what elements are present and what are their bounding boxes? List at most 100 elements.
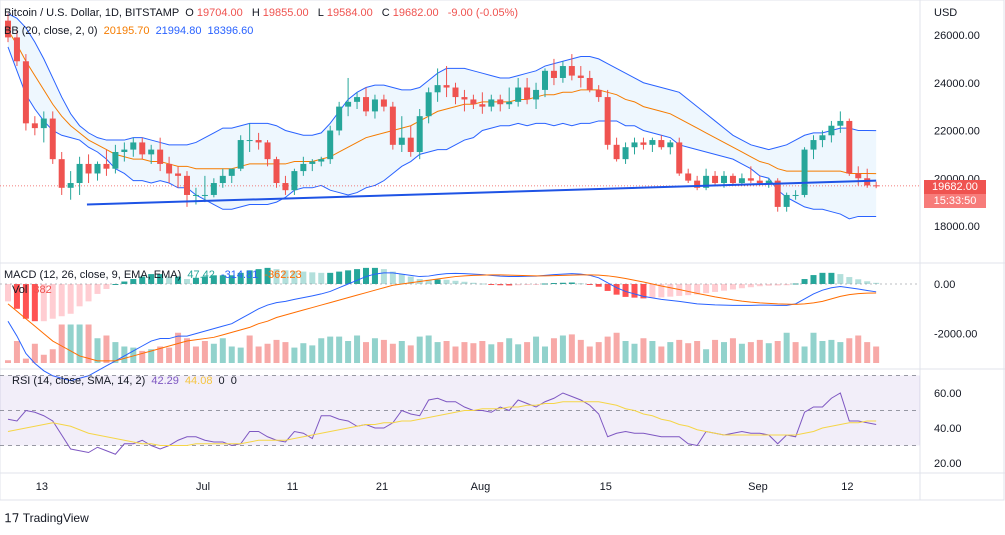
macd-histogram-bar [94, 284, 101, 294]
volume-bar [85, 324, 92, 363]
candle-body [747, 178, 754, 181]
candle-body [721, 175, 727, 184]
volume-bar [255, 346, 262, 363]
candle-body [264, 142, 271, 160]
volume-bar [76, 324, 83, 363]
macd-histogram-bar [810, 275, 817, 284]
candle-body [389, 106, 396, 145]
candle-body [506, 101, 513, 105]
volume-bar [380, 339, 387, 363]
candle-body [622, 147, 629, 160]
rsi-line [7, 392, 877, 455]
price-tick-label: 24000.00 [934, 78, 980, 90]
rsi-extra-b: 0 [230, 375, 237, 387]
bb-basis-value: 20195.70 [103, 25, 150, 37]
macd-histogram-bar [5, 284, 11, 302]
macd-histogram-bar [103, 284, 110, 289]
macd-histogram-bar [622, 284, 629, 297]
volume-legend[interactable]: Vol 382 [12, 283, 55, 297]
macd-histogram-bar [407, 276, 414, 284]
macd-histogram-bar [479, 283, 486, 285]
macd-histogram-bar [139, 276, 146, 284]
macd-histogram-bar [49, 284, 56, 319]
candle-body [201, 194, 208, 196]
volume-bar [631, 343, 638, 363]
rsi-tick-label: 60.00 [934, 388, 962, 400]
candle-body [846, 120, 853, 174]
candle-body [237, 140, 244, 169]
volume-bar [103, 335, 110, 363]
close-label: C [381, 7, 390, 19]
macd-histogram-bar [246, 270, 253, 284]
candle-body [76, 163, 83, 184]
volume-bar [622, 341, 629, 363]
volume-series [5, 324, 880, 363]
bb-upper-value: 21994.80 [155, 25, 202, 37]
volume-bar [559, 335, 566, 363]
macd-histogram-bar [667, 284, 674, 297]
candle-body [291, 171, 298, 191]
macd-histogram-bar [166, 276, 173, 284]
candle-body [586, 77, 593, 90]
macd-histogram-bar [533, 284, 540, 285]
candle-body [49, 118, 56, 160]
volume-bar [855, 335, 862, 363]
symbol-name: Bitcoin / U.S. Dollar, 1D, BITSTAMP [4, 7, 180, 19]
candle-body [837, 120, 844, 126]
macd-histogram-bar [40, 284, 47, 322]
candle-body [246, 140, 253, 142]
candle-body [139, 142, 146, 155]
candle-body [31, 123, 38, 129]
volume-bar [515, 344, 522, 363]
macd-histogram-bar [550, 283, 557, 285]
high-label: H [251, 7, 260, 19]
volume-bar [354, 335, 361, 363]
candle-body [5, 20, 11, 38]
macd-histogram-bar [774, 284, 781, 286]
volume-bar [398, 341, 405, 363]
volume-bar [425, 335, 432, 363]
high-value: 19855.00 [262, 7, 309, 19]
candle-body [542, 70, 548, 90]
price-tick-label: 18000.00 [934, 221, 980, 233]
candle-body [756, 180, 763, 184]
macd-histogram-bar [22, 284, 29, 319]
volume-bar [5, 360, 11, 363]
price-tick-label: 26000.00 [934, 30, 980, 42]
volume-bar [309, 345, 316, 363]
volume-bar [828, 339, 835, 363]
volume-bar [774, 341, 781, 363]
macd-histogram-bar [864, 281, 871, 284]
volume-bar [130, 347, 137, 363]
candle-body [667, 142, 674, 148]
bb-legend[interactable]: BB (20, close, 2, 0) 20195.70 21994.80 1… [4, 24, 256, 38]
volume-bar [577, 339, 584, 363]
tradingview-logo[interactable]: 𝟷𝟽 TradingView [4, 510, 89, 526]
low-value: 19584.00 [326, 7, 373, 19]
candle-body [121, 149, 128, 152]
candle-body [577, 75, 584, 78]
macd-legend[interactable]: MACD (12, 26, close, 9, EMA, EMA) 47.42 … [4, 268, 305, 282]
macd-histogram-bar [201, 276, 208, 284]
volume-bar [658, 346, 665, 363]
candle-body [67, 183, 74, 188]
symbol-legend[interactable]: Bitcoin / U.S. Dollar, 1D, BITSTAMP O 197… [4, 6, 521, 20]
volume-bar [246, 335, 253, 363]
close-value: 19682.00 [392, 7, 439, 19]
volume-bar [273, 339, 280, 363]
candle-body [774, 180, 781, 207]
candle-body [712, 175, 719, 184]
trendline[interactable] [86, 179, 877, 206]
volume-bar [175, 332, 182, 363]
macd-histogram-bar [157, 274, 164, 284]
macd-histogram-bar [327, 272, 334, 284]
volume-bar [157, 346, 164, 363]
candle-body [371, 99, 378, 112]
rsi-legend[interactable]: RSI (14, close, SMA, 14, 2) 42.29 44.08 … [12, 374, 240, 388]
volume-bar [613, 332, 620, 363]
change-value: -9.00 (-0.05%) [447, 7, 519, 19]
chart-background [0, 0, 1005, 501]
macd-histogram-bar [801, 279, 808, 284]
volume-bar [685, 343, 692, 363]
